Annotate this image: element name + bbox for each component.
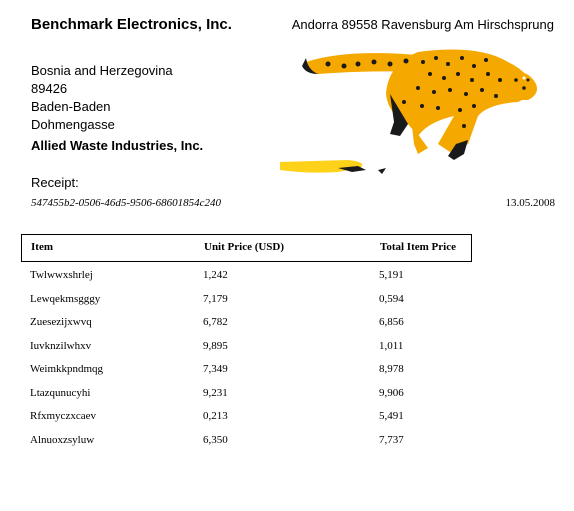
total-price: 8,978 [379, 363, 404, 375]
table-row: Twlwwxshrlej 1,242 5,191 [21, 268, 472, 292]
unit-price: 9,231 [203, 386, 228, 399]
unit-price: 9,895 [203, 339, 228, 352]
header-item: Item [31, 241, 53, 253]
item-name: Ltazqunucyhi [30, 386, 91, 399]
unit-price: 1,242 [203, 269, 228, 281]
unit-price: 0,213 [203, 410, 228, 422]
receipt-id: 547455b2-0506-46d5-9506-68601854c240 [31, 197, 222, 209]
table-row: Lewqekmsgggy 7,179 0,594 [21, 292, 472, 316]
item-name: Iuvknzilwhxv [30, 339, 92, 352]
item-name: Alnuoxzsyluw [30, 433, 95, 446]
table-row: Alnuoxzsyluw 6,350 7,737 [21, 433, 472, 457]
table-body: Twlwwxshrlej 1,242 5,191 Lewqekmsgggy 7,… [21, 268, 472, 456]
company-address: Andorra 89558 Ravensburg Am Hirschsprung [291, 17, 554, 32]
recipient-postal-code: 89426 [31, 81, 68, 96]
item-name: Lewqekmsgggy [30, 292, 101, 305]
table-row: Rfxmyczxcaev 0,213 5,491 [21, 409, 472, 433]
unit-price: 6,782 [203, 316, 228, 328]
cheetah-logo-icon [278, 44, 540, 184]
total-price: 7,737 [379, 433, 404, 446]
total-price: 1,011 [379, 339, 404, 352]
total-price: 9,906 [379, 386, 404, 399]
item-name: Zuesezijxwvq [30, 316, 92, 328]
recipient-organization: Allied Waste Industries, Inc. [31, 138, 204, 153]
total-price: 6,856 [379, 316, 404, 328]
item-name: Rfxmyczxcaev [30, 410, 96, 422]
table-row: Weimkkpndmqg 7,349 8,978 [21, 362, 472, 386]
header-total-price: Total Item Price [380, 241, 456, 253]
unit-price: 6,350 [203, 433, 228, 446]
receipt-date: 13.05.2008 [505, 197, 556, 209]
table-row: Zuesezijxwvq 6,782 6,856 [21, 315, 472, 339]
item-name: Twlwwxshrlej [30, 269, 93, 281]
item-name: Weimkkpndmqg [30, 363, 104, 375]
unit-price: 7,179 [203, 292, 228, 305]
header-unit-price: Unit Price (USD) [204, 241, 285, 253]
total-price: 0,594 [379, 292, 404, 305]
recipient-city: Baden-Baden [31, 99, 111, 114]
total-price: 5,191 [379, 269, 404, 281]
table-header: Item Unit Price (USD) Total Item Price [21, 234, 472, 262]
unit-price: 7,349 [203, 363, 228, 375]
table-row: Ltazqunucyhi 9,231 9,906 [21, 386, 472, 410]
table-row: Iuvknzilwhxv 9,895 1,011 [21, 339, 472, 363]
recipient-address: Bosnia and Herzegovina 89426 Baden-Baden… [31, 62, 203, 155]
receipt-label: Receipt: [31, 175, 79, 190]
total-price: 5,491 [379, 410, 404, 422]
recipient-country: Bosnia and Herzegovina [31, 63, 173, 78]
recipient-street: Dohmengasse [31, 117, 115, 132]
company-name: Benchmark Electronics, Inc. [31, 16, 232, 33]
